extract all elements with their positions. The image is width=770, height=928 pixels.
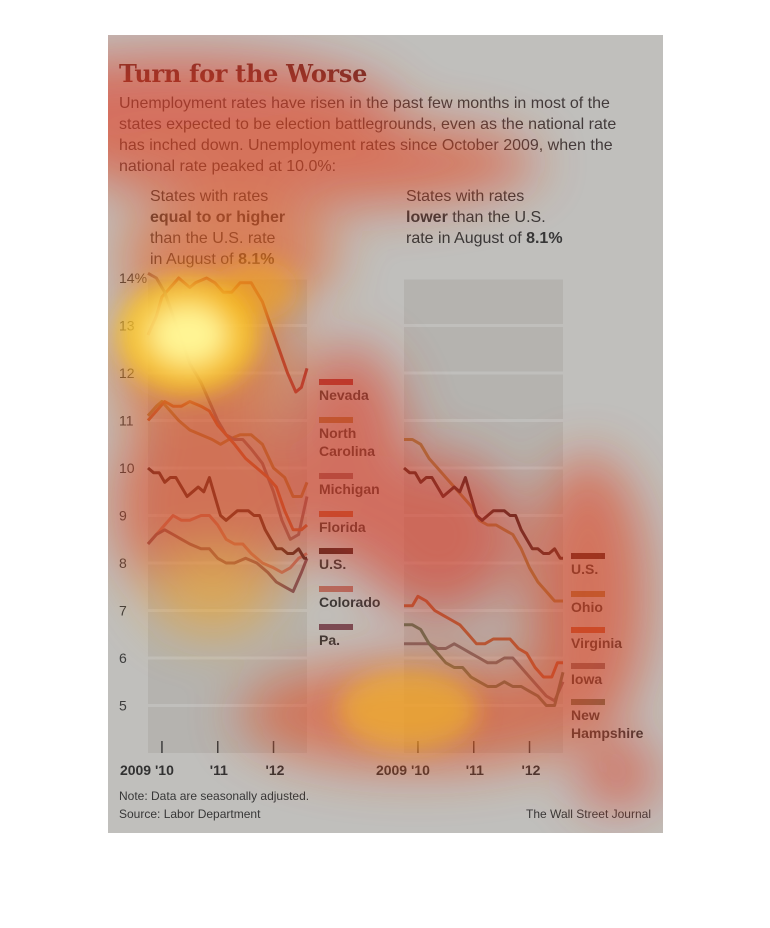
- legend-label-florida: Florida: [319, 519, 366, 535]
- legend-label-north-carolina: Carolina: [319, 443, 375, 459]
- x-tick-label: 2009 '10: [376, 762, 430, 778]
- x-tick-label: 2009 '10: [120, 762, 174, 778]
- legend-label-iowa: Iowa: [571, 671, 602, 687]
- legend-swatch-florida: [319, 511, 353, 517]
- legend-swatch-iowa: [571, 663, 605, 669]
- legend-swatch-ohio: [571, 591, 605, 597]
- legend-swatch-michigan: [319, 473, 353, 479]
- y-tick-label: 9: [119, 508, 127, 524]
- chart-canvas: 5 6 7 8 9 10 11 12 13 14% 2009 '10 '11 '12 Nevada Nort…: [119, 270, 644, 778]
- legend-label-north-carolina: North: [319, 425, 356, 441]
- legend-swatch-nevada: [319, 379, 353, 385]
- legend-label-michigan: Michigan: [319, 481, 380, 497]
- right-head-line2: than the U.S.: [447, 209, 546, 226]
- y-tick-label: 10: [119, 460, 135, 476]
- legend-label-u-s-: U.S.: [571, 561, 598, 577]
- y-tick-label: 14%: [119, 270, 147, 286]
- legend-swatch-north-carolina: [319, 417, 353, 423]
- x-tick-label: '12: [266, 762, 285, 778]
- legend-swatch-new-hampshire: [571, 699, 605, 705]
- x-tick-label: '11: [466, 762, 484, 778]
- legend-swatch-pa-: [319, 624, 353, 630]
- legend-label-nevada: Nevada: [319, 387, 369, 403]
- y-tick-label: 5: [119, 698, 127, 714]
- infographic-card: Turn for the Worse Unemployment rates ha…: [108, 35, 663, 833]
- x-tick-label: '12: [522, 762, 541, 778]
- legend-swatch-u-s-: [571, 553, 605, 559]
- y-tick-label: 6: [119, 650, 127, 666]
- source-note: Source: Labor Department: [119, 807, 261, 821]
- y-tick-label: 11: [119, 413, 134, 429]
- y-tick-label: 13: [119, 318, 135, 334]
- legend-swatch-virginia: [571, 627, 605, 633]
- legend-label-pa-: Pa.: [319, 632, 340, 648]
- y-tick-label: 8: [119, 555, 127, 571]
- legend-label-new-hampshire: Hampshire: [571, 725, 644, 741]
- x-tick-label: '11: [210, 762, 228, 778]
- legend-label-virginia: Virginia: [571, 635, 622, 651]
- legend-label-u-s-: U.S.: [319, 556, 346, 572]
- legend-label-new-hampshire: New: [571, 707, 600, 723]
- publisher-credit: The Wall Street Journal: [526, 807, 651, 821]
- legend-label-ohio: Ohio: [571, 599, 603, 615]
- legend-label-colorado: Colorado: [319, 594, 380, 610]
- y-tick-label: 12: [119, 365, 135, 381]
- legend-swatch-colorado: [319, 586, 353, 592]
- right-head-bold: lower: [406, 209, 448, 226]
- right-head-line3: rate in August of: [406, 230, 527, 247]
- y-tick-label: 7: [119, 603, 127, 619]
- legend-swatch-u-s-: [319, 548, 353, 554]
- right-head-rate: 8.1%: [526, 230, 563, 247]
- footnote: Note: Data are seasonally adjusted.: [119, 789, 310, 803]
